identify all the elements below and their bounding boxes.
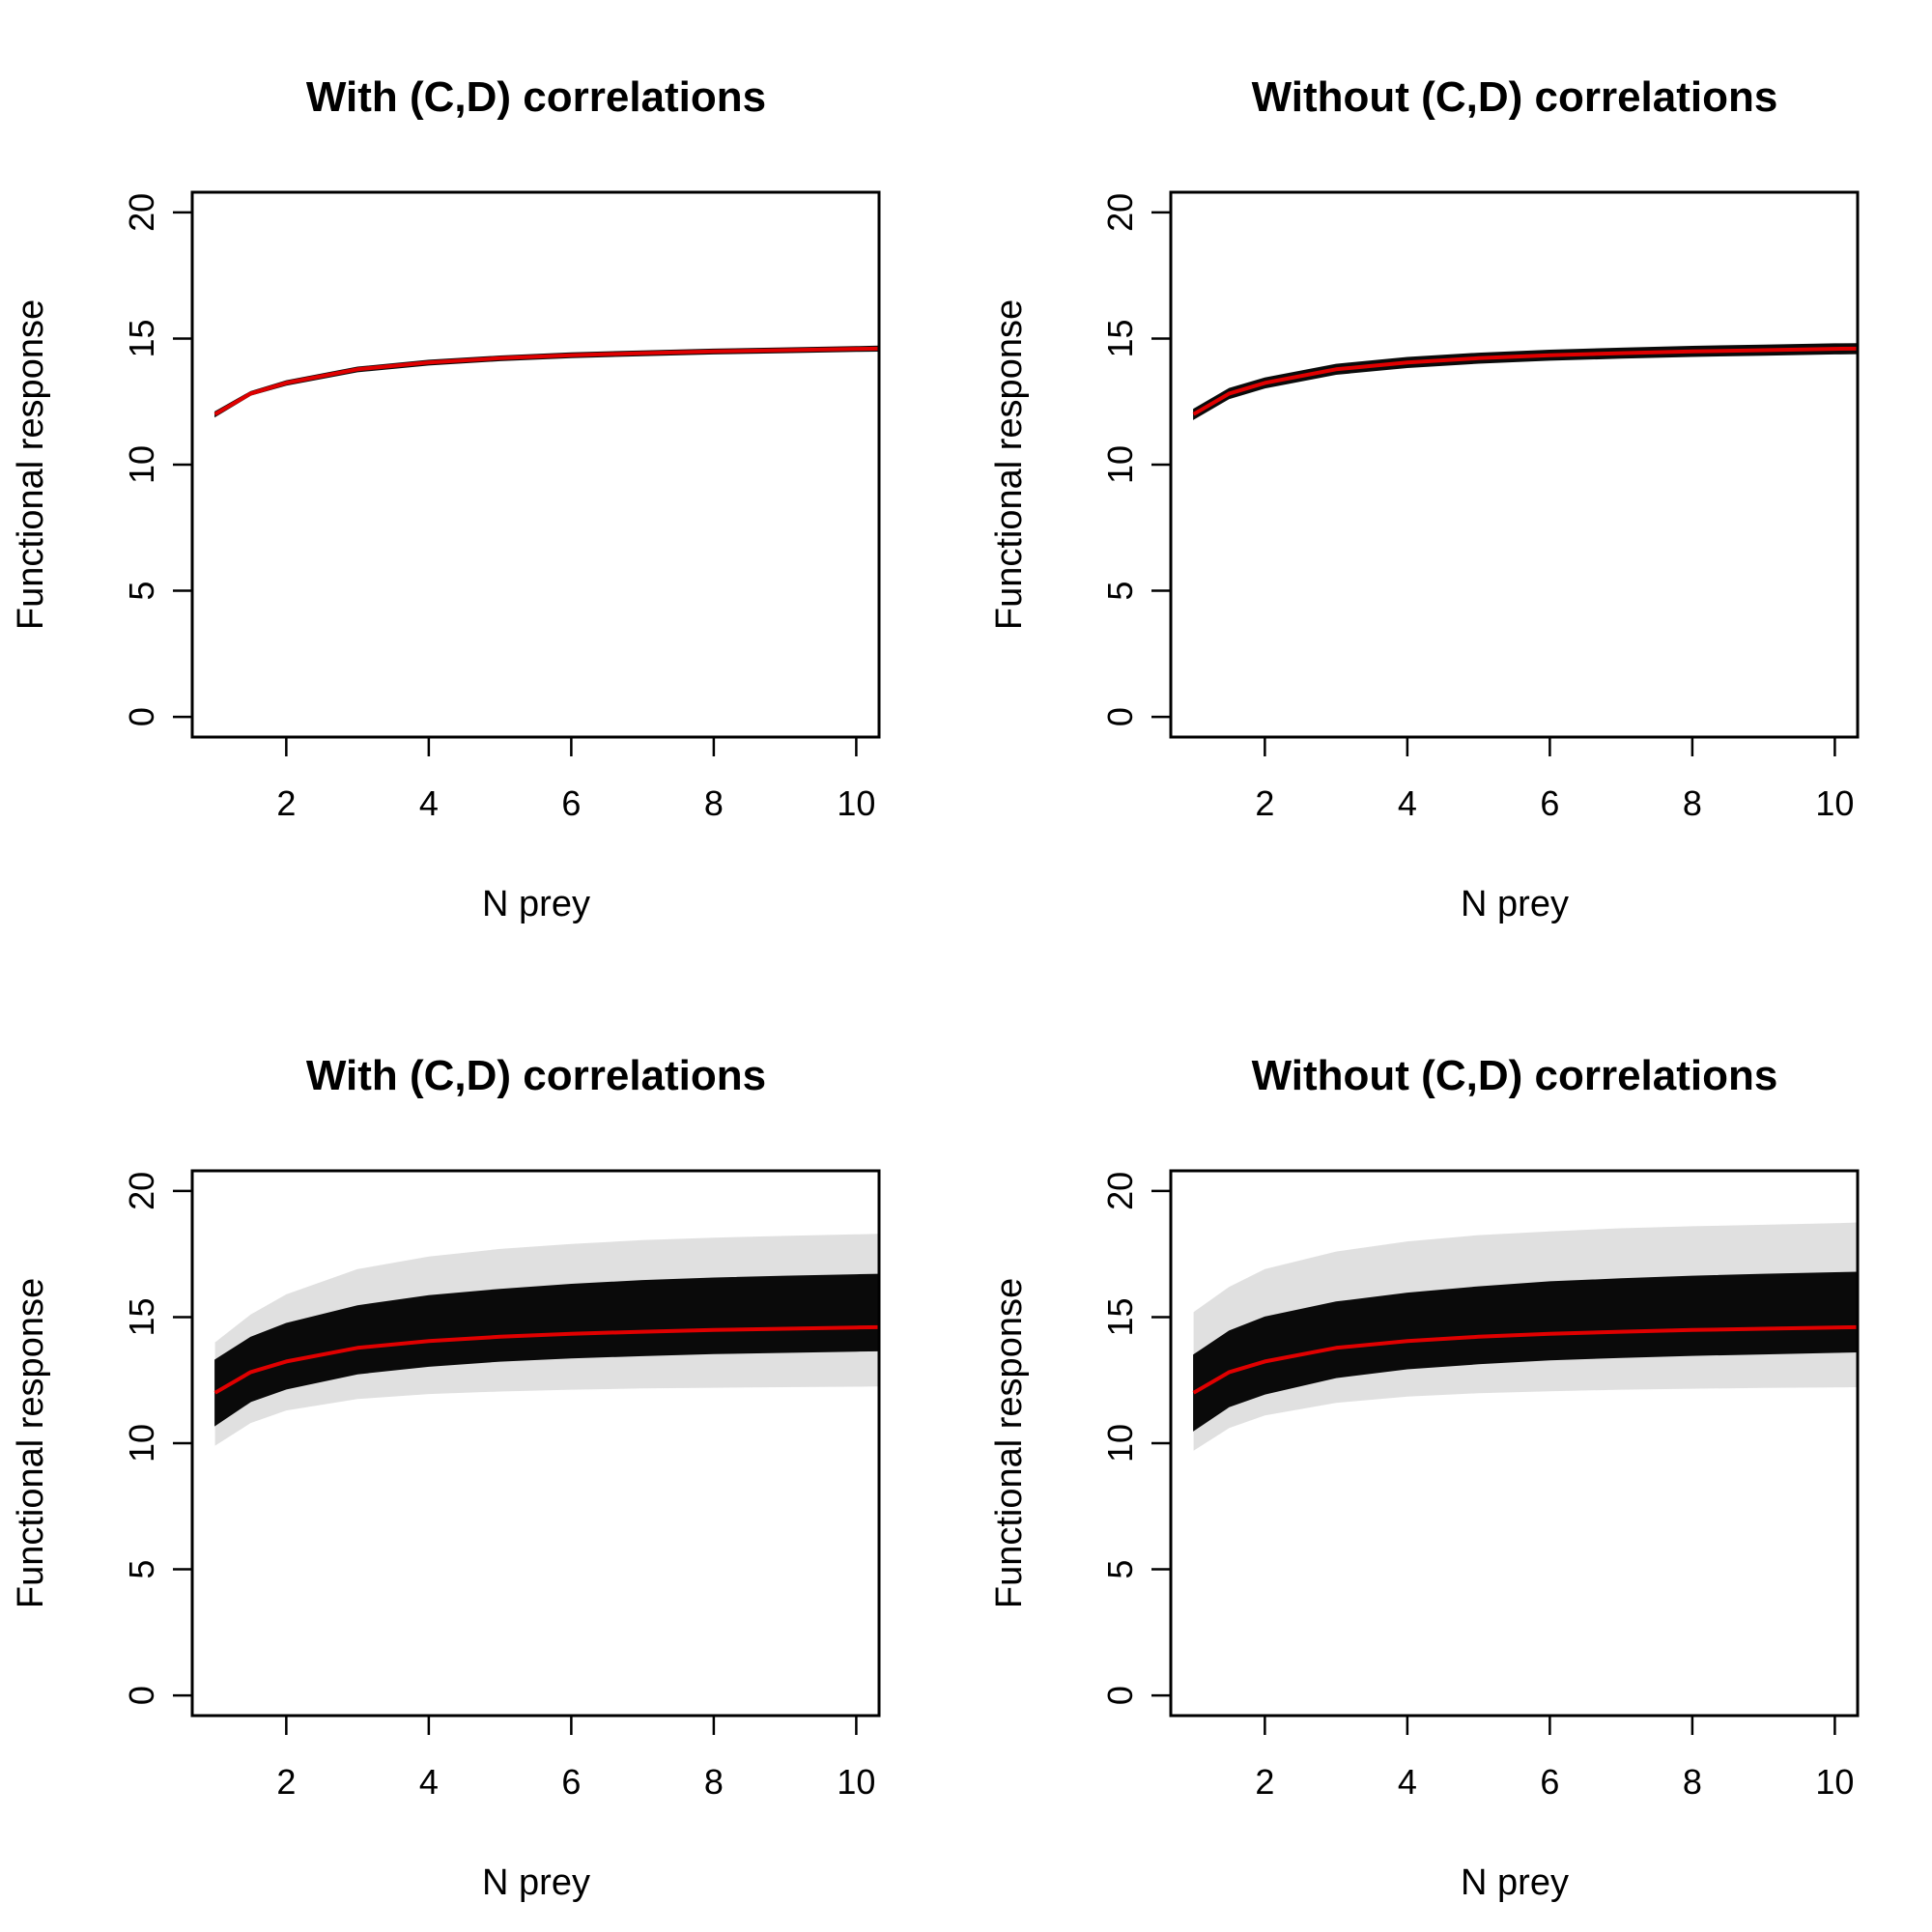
y-tick-label: 20: [122, 193, 161, 232]
y-tick-label: 10: [122, 445, 161, 484]
panel-top-right: Without (C,D) correlations 2 4 6 8 10 0 5 10 15…: [989, 73, 1860, 924]
plot-area: [213, 1234, 880, 1446]
plot-frame: [190, 190, 881, 739]
mean-response-line: [1192, 1324, 1859, 1395]
panel-title: Without (C,D) correlations: [1252, 73, 1778, 121]
y-tick-label: 10: [1100, 445, 1140, 484]
panel-top-left: With (C,D) correlations 2 4 6 8 10 05101520 …: [11, 73, 881, 924]
y-tick-label: 20: [1100, 193, 1140, 232]
x-axis-ticks: 2 4 6 8 10: [1255, 735, 1854, 823]
y-tick-label: 20: [122, 1172, 161, 1210]
x-tick-label: 4: [419, 783, 439, 823]
y-tick-label: 5: [1100, 1560, 1140, 1579]
x-tick-label: 2: [276, 1762, 296, 1802]
x-tick-label: 4: [1398, 783, 1417, 823]
x-tick-label: 8: [1683, 783, 1702, 823]
y-axis-label: Functional response: [989, 299, 1030, 630]
plot-area: [213, 345, 880, 418]
x-tick-label: 10: [837, 1762, 875, 1802]
panel-bottom-right: Without (C,D) correlations 2 4 6 8 10 0 5 10 15…: [989, 1052, 1860, 1903]
y-tick-label: 15: [122, 1297, 161, 1336]
plot-area: [1192, 343, 1859, 420]
panel-title: With (C,D) correlations: [306, 1052, 766, 1099]
panel-bottom-left: With (C,D) correlations 2 4 6 8 10 05101520 …: [11, 1052, 881, 1903]
y-tick-label: 10: [122, 1424, 161, 1463]
x-tick-label: 8: [704, 783, 724, 823]
y-tick-label: 0: [122, 707, 161, 726]
x-tick-label: 10: [1815, 783, 1854, 823]
y-axis-ticks: 0 5 10 15 20: [122, 1172, 192, 1705]
x-tick-label: 8: [1683, 1762, 1702, 1802]
x-axis-label: N prey: [1461, 1862, 1569, 1903]
x-tick-label: 4: [1398, 1762, 1417, 1802]
x-tick-label: 2: [1255, 783, 1274, 823]
x-axis-ticks: 2 4 6 8 10: [1255, 1714, 1854, 1802]
x-axis-label: N prey: [482, 884, 590, 924]
y-tick-label: 0: [122, 1686, 161, 1705]
y-tick-label: 15: [122, 319, 161, 357]
x-axis-ticks: 2 4 6 8 10: [276, 1714, 875, 1802]
y-tick-label: 5: [122, 582, 161, 601]
y-tick-label: 0: [1100, 1686, 1140, 1705]
x-tick-label: 6: [561, 1762, 581, 1802]
x-tick-label: 6: [1540, 783, 1559, 823]
x-tick-label: 6: [561, 783, 581, 823]
x-axis-label: N prey: [1461, 884, 1569, 924]
x-tick-label: 8: [704, 1762, 724, 1802]
x-tick-label: 2: [276, 783, 296, 823]
plot-area: [1192, 1222, 1859, 1451]
panel-title: With (C,D) correlations: [306, 73, 766, 121]
panel-title: Without (C,D) correlations: [1252, 1052, 1778, 1099]
mean-response-line: [213, 1324, 880, 1395]
y-tick-label: 15: [1100, 319, 1140, 357]
x-tick-label: 4: [419, 1762, 439, 1802]
y-tick-label: 5: [1100, 582, 1140, 601]
y-tick-label: 10: [1100, 1424, 1140, 1463]
y-axis-ticks: 0 5 10 15 20: [122, 193, 192, 726]
y-axis-label: Functional response: [11, 299, 51, 630]
y-tick-label: 20: [1100, 1172, 1140, 1210]
x-tick-label: 2: [1255, 1762, 1274, 1802]
y-axis-label: Functional response: [11, 1278, 51, 1608]
y-tick-label: 15: [1100, 1297, 1140, 1336]
x-axis-ticks: 2 4 6 8 10: [276, 735, 875, 823]
mean-response-line: [213, 346, 880, 416]
y-axis-ticks: 0 5 10 15 20: [1100, 193, 1171, 726]
x-tick-label: 6: [1540, 1762, 1559, 1802]
mean-response-line: [1192, 346, 1859, 416]
x-axis-label: N prey: [482, 1862, 590, 1903]
x-tick-label: 10: [1815, 1762, 1854, 1802]
y-axis-ticks: 0 5 10 15 20: [1100, 1172, 1171, 1705]
y-tick-label: 0: [1100, 707, 1140, 726]
plot-frame: [1169, 190, 1860, 739]
y-axis-label: Functional response: [989, 1278, 1030, 1608]
y-tick-label: 5: [122, 1560, 161, 1579]
x-tick-label: 10: [837, 783, 875, 823]
